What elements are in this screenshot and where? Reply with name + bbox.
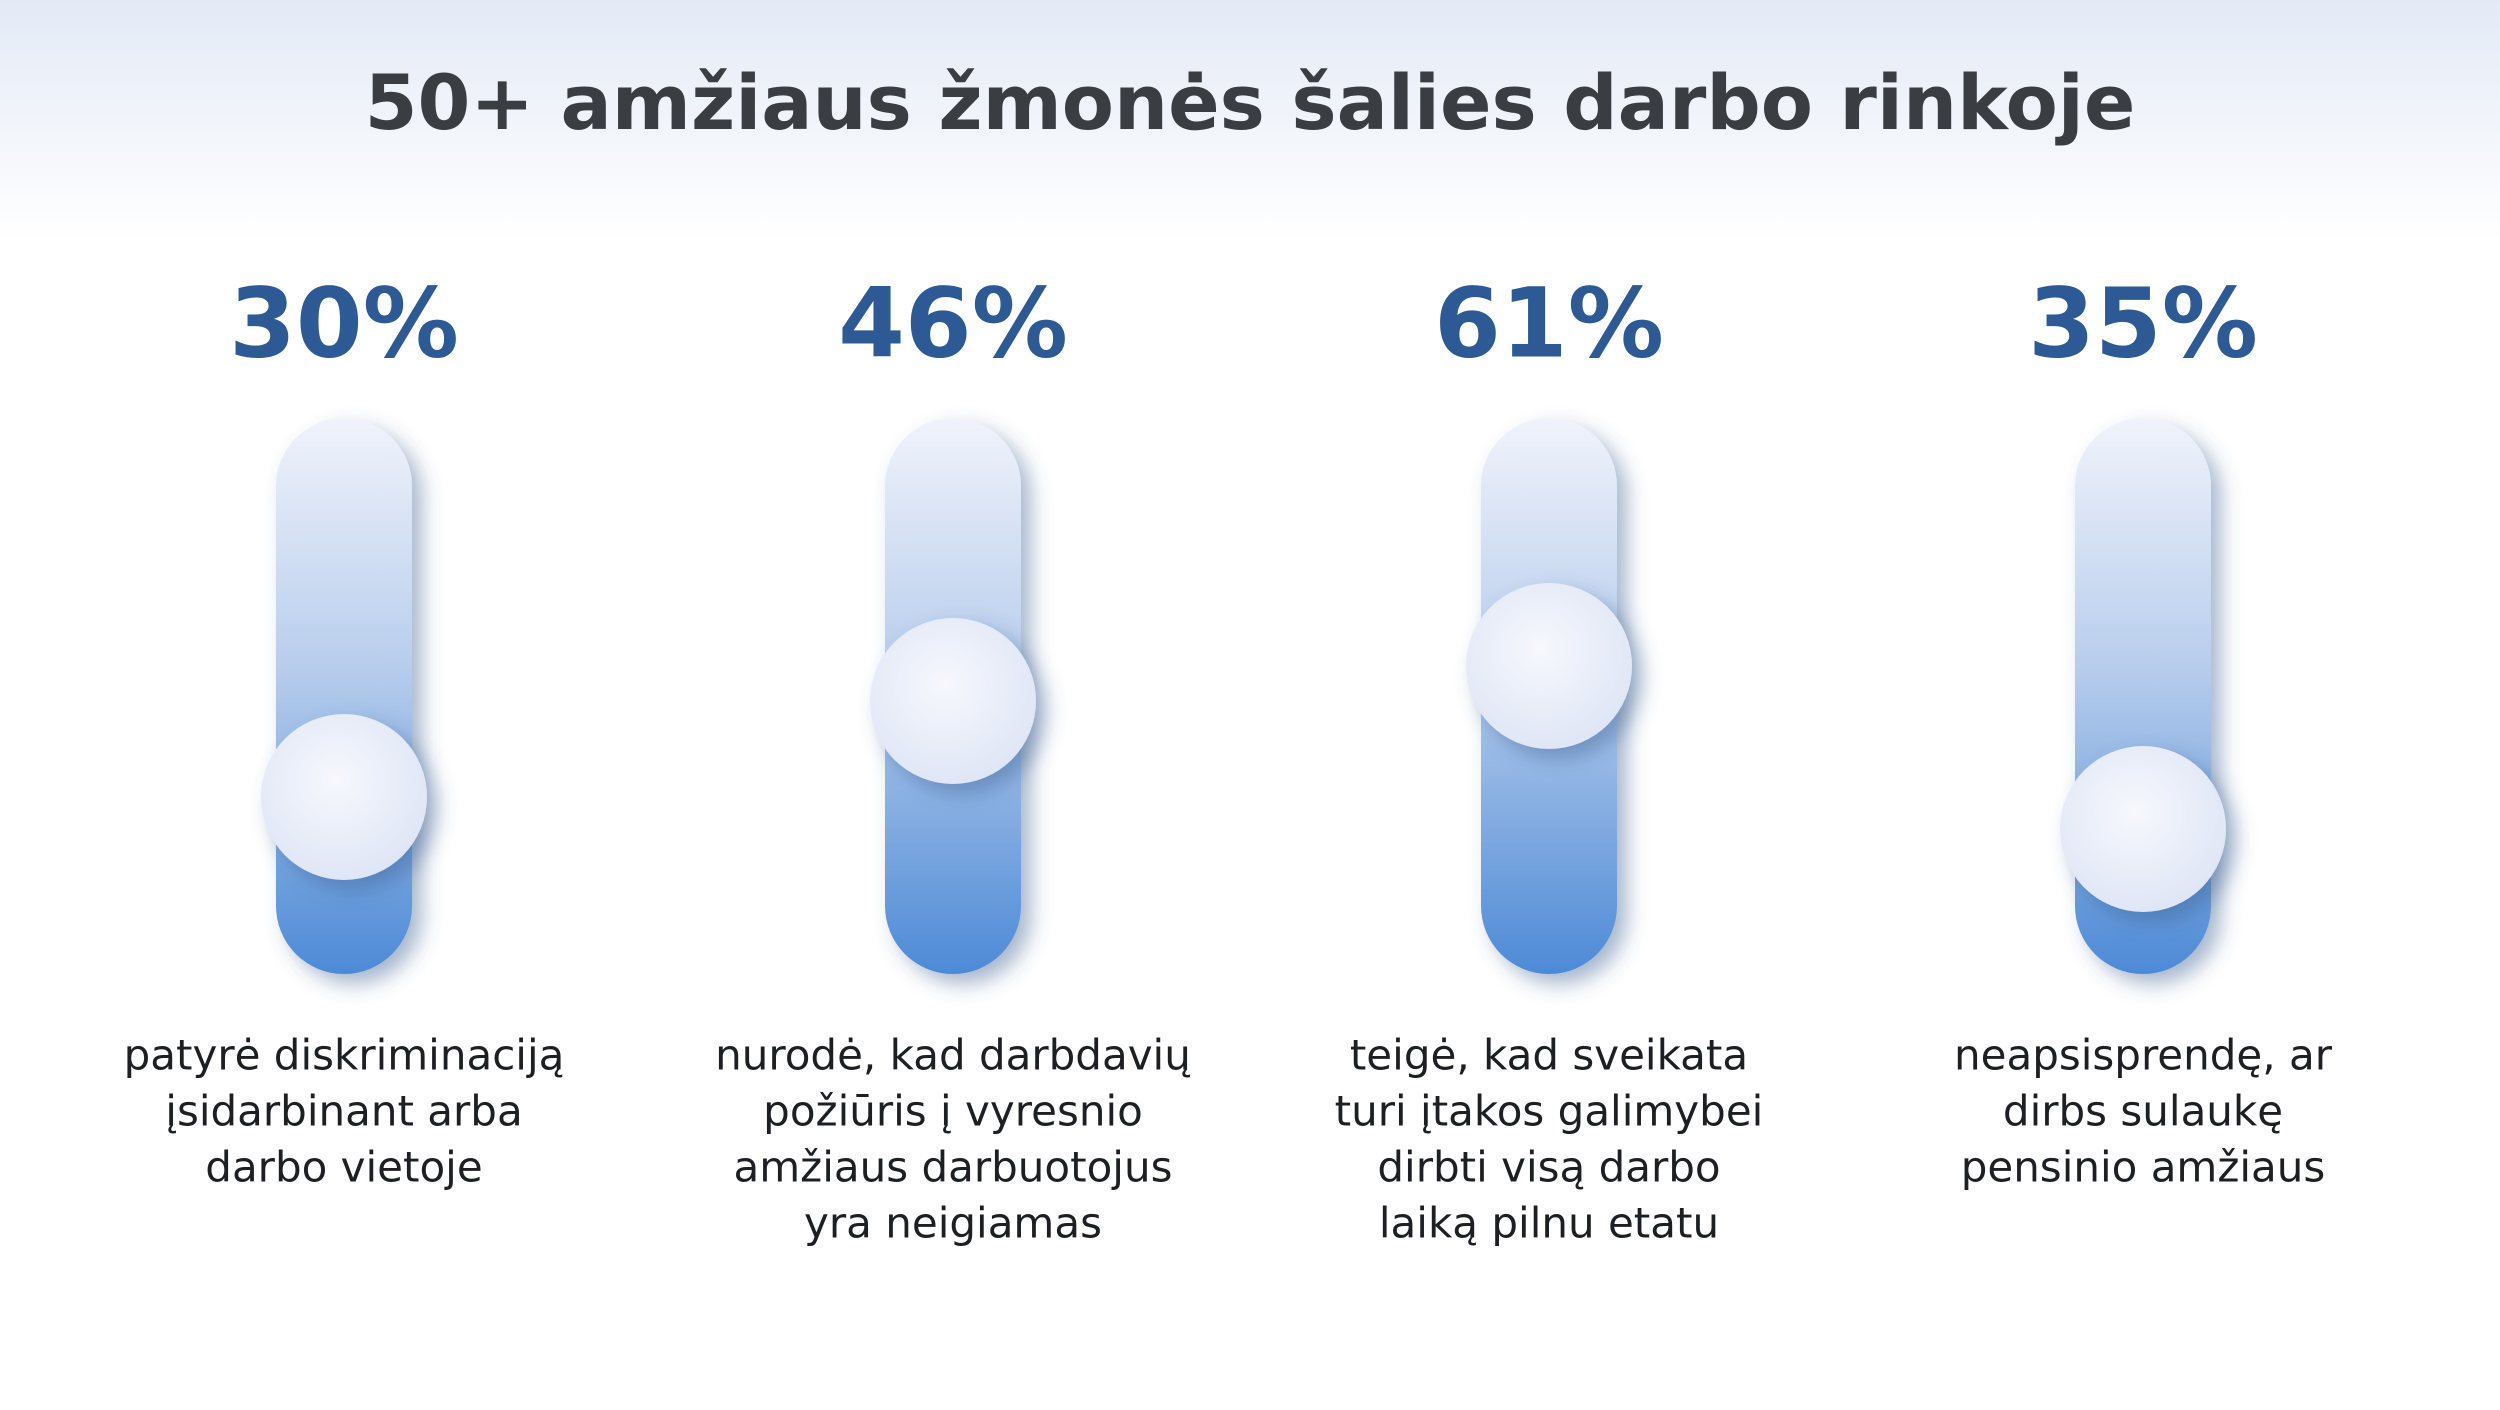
stat-description: neapsisprendę, ar <box>1954 1031 2333 1080</box>
slider-knob <box>1466 583 1632 749</box>
stat-description: turi įtakos galimybei <box>1335 1087 1764 1136</box>
stat-description: požiūris į vyresnio <box>763 1087 1143 1136</box>
stat-description: dirbs sulaukę <box>2003 1087 2283 1136</box>
stat-description: nurodė, kad darbdavių <box>715 1031 1191 1080</box>
header-band <box>0 0 2500 240</box>
stat-description: amžiaus darbuotojus <box>734 1143 1173 1192</box>
stat-value: 46% <box>838 267 1068 379</box>
stat-value: 30% <box>229 267 459 379</box>
stat-description: patyrė diskriminaciją <box>124 1031 565 1080</box>
stat-description: darbo vietoje <box>205 1143 482 1192</box>
stat-value: 35% <box>2028 267 2258 379</box>
stat-value: 61% <box>1434 267 1664 379</box>
title: 50+ amžiaus žmonės šalies darbo rinkoje <box>365 58 2136 147</box>
slider-knob <box>2060 746 2226 912</box>
stat-description: dirbti visą darbo <box>1377 1143 1720 1192</box>
stat-description: įsidarbinant arba <box>165 1087 522 1136</box>
stat-description: laiką pilnu etatu <box>1379 1199 1719 1248</box>
slider-track <box>276 418 412 974</box>
stat-description: teigė, kad sveikata <box>1350 1031 1748 1080</box>
slider-knob <box>870 618 1036 784</box>
stat-description: pensinio amžiaus <box>1961 1143 2326 1192</box>
stat-description: yra neigiamas <box>804 1199 1102 1248</box>
slider-knob <box>261 714 427 880</box>
